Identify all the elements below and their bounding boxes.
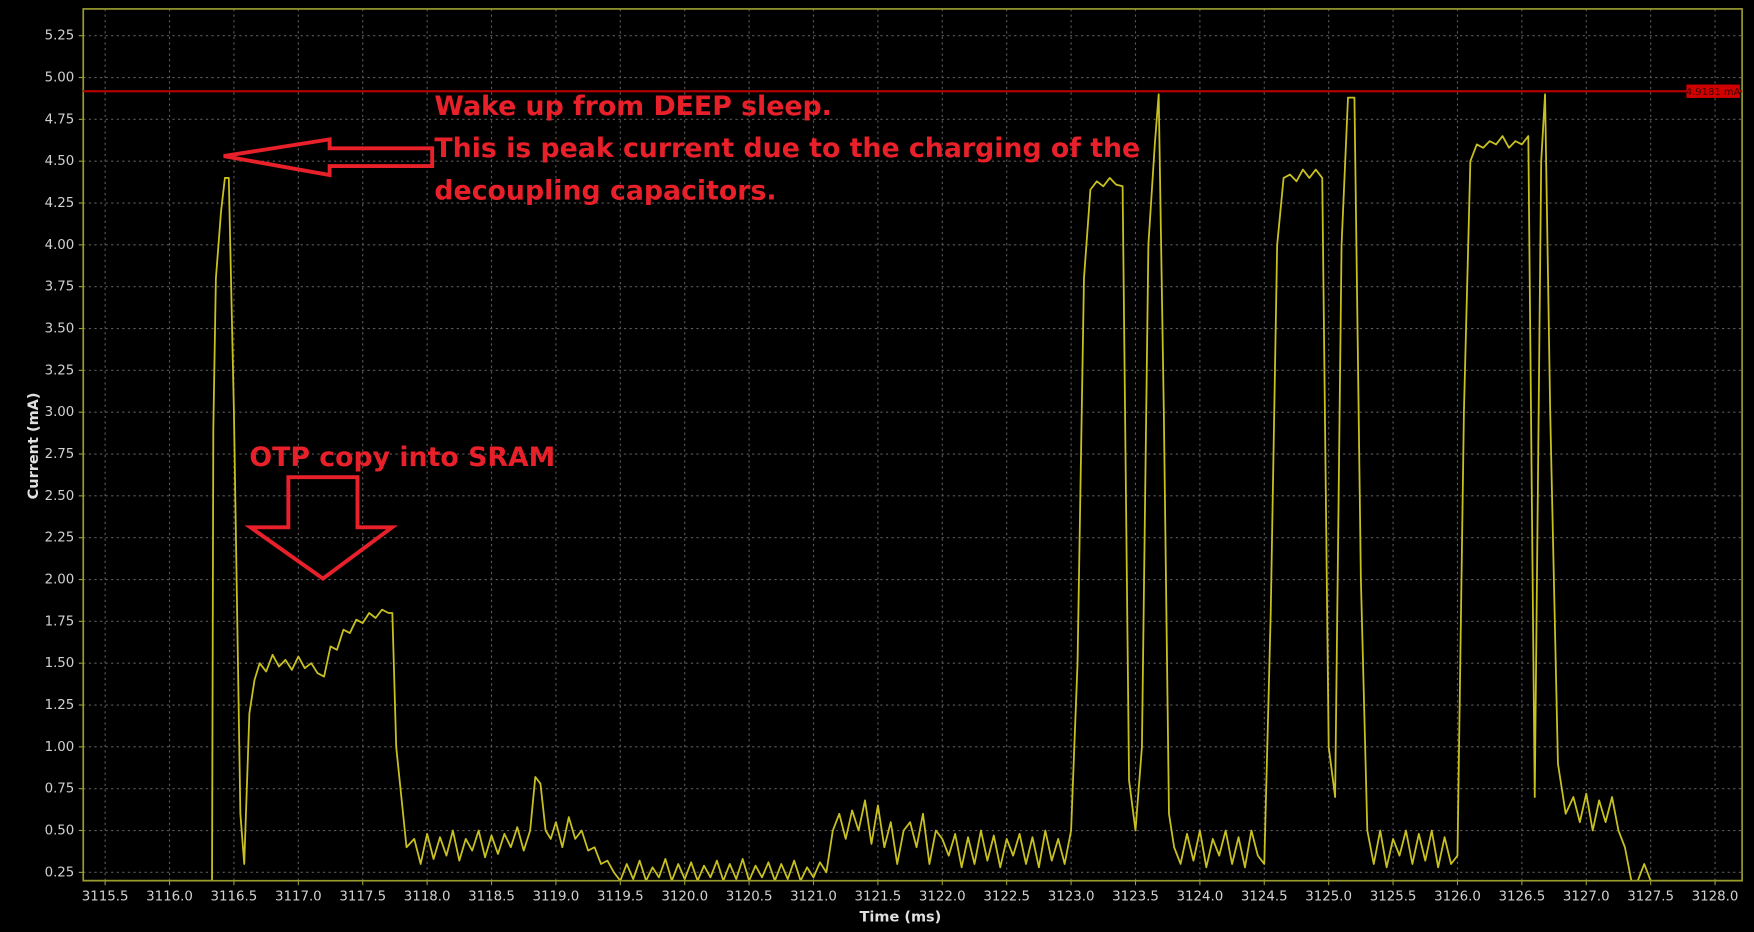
y-tick-label: 1.00: [45, 740, 75, 755]
x-tick-label: 3115.5: [82, 889, 129, 904]
threshold-label: 4.9181 mA: [1686, 87, 1741, 98]
y-tick-label: 4.75: [45, 112, 75, 127]
x-tick-label: 3125.0: [1305, 889, 1352, 904]
plot-frame: [82, 8, 1743, 882]
left-arrow: [223, 137, 435, 178]
x-tick-label: 3118.0: [404, 889, 451, 904]
y-tick-label: 4.50: [45, 154, 75, 169]
y-tick-label: 0.25: [45, 865, 75, 880]
x-tick-label: 3123.0: [1048, 889, 1095, 904]
annotation: This is peak current due to the charging…: [434, 133, 1140, 164]
y-tick-label: 3.50: [45, 322, 75, 337]
x-tick-label: 3116.0: [146, 889, 193, 904]
y-tick-label: 1.75: [45, 614, 75, 629]
x-tick-label: 3125.5: [1370, 889, 1417, 904]
y-tick-label: 4.00: [45, 238, 75, 253]
x-tick-label: 3122.5: [983, 889, 1030, 904]
x-tick-label: 3124.0: [1177, 889, 1224, 904]
x-tick-label: 3127.0: [1563, 889, 1610, 904]
x-tick-label: 3123.5: [1112, 889, 1159, 904]
annotation: decoupling capacitors.: [434, 176, 776, 207]
x-tick-label: 3124.5: [1241, 889, 1288, 904]
y-tick-label: 3.25: [45, 363, 75, 378]
y-axis-label: Current (mA): [26, 392, 42, 499]
y-tick-label: 1.25: [45, 698, 75, 713]
x-tick-label: 3121.5: [855, 889, 902, 904]
x-tick-label: 3119.5: [597, 889, 644, 904]
y-tick-label: 3.00: [45, 405, 75, 420]
x-tick-label: 3127.5: [1627, 889, 1674, 904]
x-tick-label: 3116.5: [211, 889, 258, 904]
x-tick-label: 3120.0: [661, 889, 708, 904]
y-tick-label: 0.50: [45, 824, 75, 839]
current-trace: [83, 93, 1743, 881]
y-tick-label: 2.75: [45, 447, 75, 462]
y-tick-label: 5.00: [45, 71, 75, 86]
annotation: OTP copy into SRAM: [249, 442, 555, 473]
threshold-label-box: [1686, 84, 1740, 98]
x-tick-label: 3122.0: [919, 889, 966, 904]
x-tick-label: 3128.0: [1692, 889, 1739, 904]
x-axis-label: Time (ms): [860, 910, 942, 926]
x-tick-label: 3126.0: [1434, 889, 1481, 904]
down-arrow: [244, 475, 398, 582]
y-tick-label: 2.25: [45, 531, 75, 546]
y-tick-label: 4.25: [45, 196, 75, 211]
y-tick-label: 3.75: [45, 280, 75, 295]
y-tick-label: 2.50: [45, 489, 75, 504]
y-tick-label: 1.50: [45, 656, 75, 671]
y-tick-label: 2.00: [45, 573, 75, 588]
x-tick-label: 3118.5: [468, 889, 515, 904]
x-tick-label: 3117.0: [275, 889, 322, 904]
y-tick-label: 0.75: [45, 782, 75, 797]
annotation: Wake up from DEEP sleep.: [434, 91, 831, 122]
x-tick-label: 3121.0: [790, 889, 837, 904]
y-tick-label: 5.25: [45, 29, 75, 44]
x-tick-label: 3126.5: [1498, 889, 1545, 904]
x-tick-label: 3117.5: [339, 889, 386, 904]
x-tick-label: 3119.0: [533, 889, 580, 904]
x-tick-label: 3120.5: [726, 889, 773, 904]
